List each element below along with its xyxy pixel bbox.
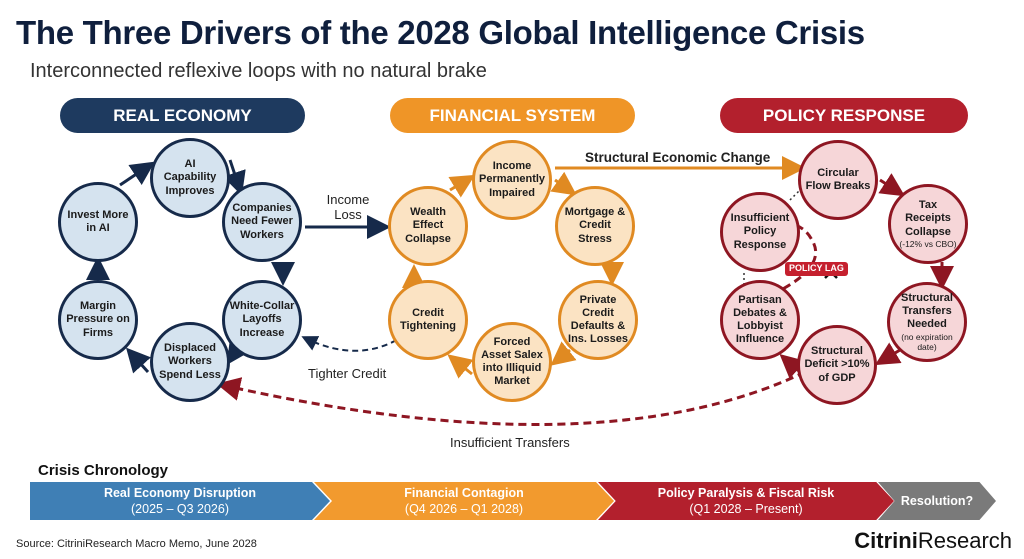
- header-financial-system: FINANCIAL SYSTEM: [390, 98, 635, 133]
- phase-period: (Q1 2028 – Present): [689, 502, 803, 516]
- node-spend-less: Displaced Workers Spend Less: [150, 322, 230, 402]
- node-fewer-workers: Companies Need Fewer Workers: [222, 182, 302, 262]
- logo-light: Research: [917, 528, 1012, 553]
- timeline-phase-resolution: Resolution?: [878, 482, 996, 520]
- node-private-credit: Private Credit Defaults & Ins. Losses: [558, 280, 638, 360]
- tax-note: (-12% vs CBO): [899, 238, 957, 249]
- page-subtitle: Interconnected reflexive loops with no n…: [30, 60, 487, 82]
- label-income-loss: Income Loss: [326, 192, 370, 222]
- header-real-economy: REAL ECONOMY: [60, 98, 305, 133]
- node-circular-flow: Circular Flow Breaks: [798, 140, 878, 220]
- source-note: Source: CitriniResearch Macro Memo, June…: [16, 538, 257, 550]
- phase-label: Resolution?: [900, 493, 974, 508]
- node-layoffs: White-Collar Layoffs Increase: [222, 280, 302, 360]
- node-forced-sales: Forced Asset Salex into Illiquid Market: [472, 322, 552, 402]
- phase-label: Real Economy Disruption: [103, 485, 257, 500]
- node-margin-pressure: Margin Pressure on Firms: [58, 280, 138, 360]
- node-partisan-debates: Partisan Debates & Lobbyist Influence: [720, 280, 800, 360]
- label-tighter-credit: Tighter Credit: [308, 366, 387, 381]
- timeline-phase-financial: Financial Contagion (Q4 2026 – Q1 2028): [314, 482, 614, 520]
- node-mortgage-stress: Mortgage & Credit Stress: [555, 186, 635, 266]
- citrini-logo: CitriniResearch: [854, 528, 1012, 554]
- phase-period: (2025 – Q3 2026): [131, 502, 229, 516]
- policy-lag-badge: POLICY LAG: [785, 262, 848, 276]
- page-title: The Three Drivers of the 2028 Global Int…: [16, 14, 865, 51]
- node-ai-capability: AI Capability Improves: [150, 138, 230, 218]
- node-wealth-effect: Wealth Effect Collapse: [388, 186, 468, 266]
- timeline-phase-real-economy: Real Economy Disruption (2025 – Q3 2026): [30, 482, 330, 520]
- node-insufficient-policy: Insufficient Policy Response: [720, 192, 800, 272]
- node-credit-tightening: Credit Tightening: [388, 280, 468, 360]
- transfers-note: (no expiration date): [901, 331, 953, 352]
- phase-period: (Q4 2026 – Q1 2028): [404, 502, 524, 516]
- phase-label: Financial Contagion: [404, 485, 524, 500]
- node-income-impaired: Income Permanently Impaired: [472, 140, 552, 220]
- phase-label: Policy Paralysis & Fiscal Risk: [657, 485, 835, 500]
- timeline-phase-policy: Policy Paralysis & Fiscal Risk (Q1 2028 –…: [598, 482, 894, 520]
- timeline-title: Crisis Chronology: [38, 462, 169, 479]
- logo-bold: Citrini: [854, 528, 918, 553]
- node-invest-ai: Invest More in AI: [58, 182, 138, 262]
- node-tax-receipts-label: Tax Receipts Collapse: [905, 199, 951, 238]
- node-structural-transfers: Structural Transfers Needed (no expiratio…: [887, 282, 967, 362]
- header-policy-response: POLICY RESPONSE: [720, 98, 968, 133]
- node-tax-receipts: Tax Receipts Collapse (-12% vs CBO): [888, 184, 968, 264]
- node-transfers-label: Structural Transfers Needed: [901, 292, 953, 331]
- label-insufficient-transfers: Insufficient Transfers: [450, 435, 570, 450]
- node-structural-deficit: Structural Deficit >10% of GDP: [797, 325, 877, 405]
- label-structural-change: Structural Economic Change: [585, 150, 771, 165]
